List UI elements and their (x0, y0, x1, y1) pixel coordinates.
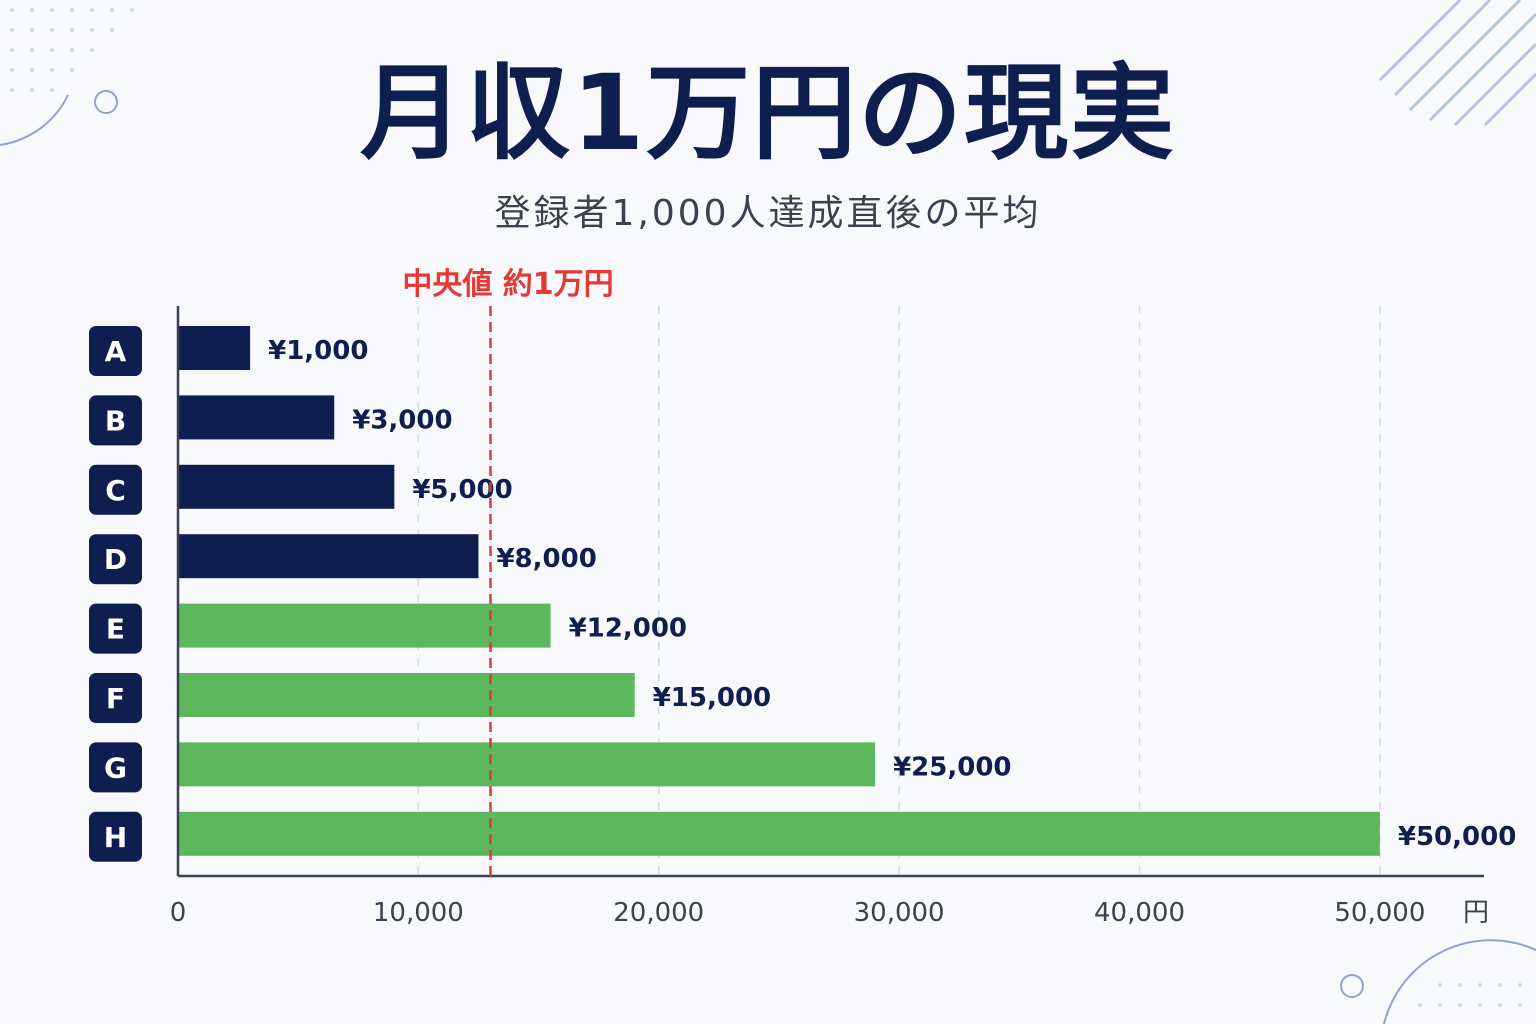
small-circle-bottom-right (1340, 974, 1364, 998)
x-axis-unit: 円 (1463, 898, 1489, 928)
category-label: E (106, 613, 125, 646)
bar-value-label: ¥1,000 (268, 336, 368, 366)
category-badge (89, 395, 142, 446)
bar (178, 742, 876, 787)
bar-value-label: ¥8,000 (496, 544, 596, 574)
x-tick-label: 0 (170, 898, 187, 928)
x-tick-label: 30,000 (854, 898, 945, 928)
category-badge (89, 534, 142, 585)
category-badge (89, 464, 142, 515)
category-label: F (106, 682, 125, 715)
category-badge (89, 811, 142, 862)
category-label: H (104, 821, 127, 854)
dot-pattern-top-left (10, 8, 134, 92)
category-label: D (104, 543, 127, 576)
bar-value-label: ¥12,000 (569, 614, 687, 644)
bar (178, 464, 395, 509)
x-tick-label: 10,000 (373, 898, 464, 928)
median-label: 中央値 約1万円 (402, 267, 613, 302)
bar-value-label: ¥3,000 (352, 405, 452, 435)
bar (178, 326, 251, 370)
bar (178, 534, 479, 579)
small-circle-top-left (94, 90, 118, 114)
category-label: B (105, 404, 126, 437)
diagonal-lines-top-right (1378, 0, 1536, 127)
arc-top-left (0, 94, 69, 146)
x-tick-label: 50,000 (1334, 898, 1425, 928)
bar (178, 811, 1380, 856)
category-badge (89, 326, 142, 376)
bar-value-label: ¥15,000 (653, 683, 771, 713)
bar-value-label: ¥25,000 (893, 752, 1011, 782)
chart-title: 月収1万円の現実 (359, 52, 1177, 174)
category-badge (89, 603, 142, 654)
bar (178, 603, 551, 648)
category-badge (89, 742, 142, 793)
x-tick-label: 40,000 (1094, 898, 1185, 928)
category-label: C (105, 474, 126, 507)
chart-subtitle: 登録者1,000人達成直後の平均 (494, 193, 1042, 234)
category-label: A (105, 335, 127, 368)
bar-value-label: ¥5,000 (412, 475, 512, 505)
arc-bottom-right (1383, 939, 1536, 1024)
bar (178, 395, 335, 440)
category-badge (89, 673, 142, 723)
dot-pattern-bottom-right (1418, 983, 1522, 1007)
x-tick-label: 20,000 (613, 898, 704, 928)
category-label: G (104, 751, 127, 784)
bar (178, 673, 635, 717)
bar-value-label: ¥50,000 (1398, 822, 1516, 852)
